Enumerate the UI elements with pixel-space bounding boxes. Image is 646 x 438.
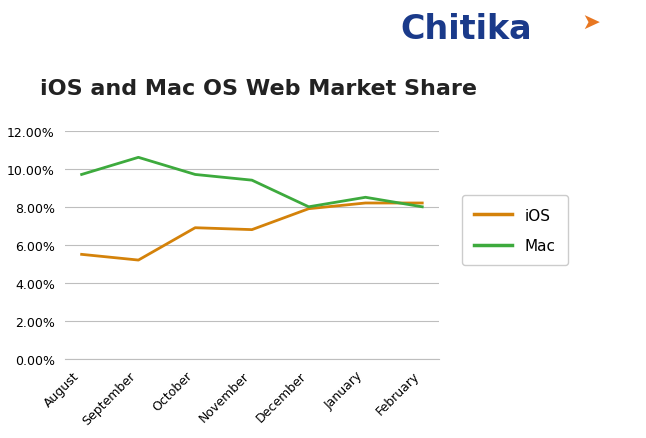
- iOS: [248, 227, 256, 233]
- Mac: [362, 195, 370, 201]
- Legend: iOS, Mac: iOS, Mac: [462, 196, 568, 265]
- iOS: [362, 201, 370, 206]
- iOS: [305, 207, 313, 212]
- Mac: [305, 205, 313, 210]
- iOS: [191, 226, 199, 231]
- Text: Chitika: Chitika: [401, 13, 532, 46]
- iOS: [78, 252, 85, 258]
- iOS: [419, 201, 426, 206]
- Line: Mac: Mac: [81, 158, 422, 207]
- Text: ➤: ➤: [568, 13, 601, 33]
- Mac: [78, 173, 85, 178]
- Mac: [248, 178, 256, 184]
- Mac: [419, 205, 426, 210]
- iOS: [134, 258, 142, 263]
- Line: iOS: iOS: [81, 204, 422, 261]
- Text: iOS and Mac OS Web Market Share: iOS and Mac OS Web Market Share: [40, 79, 477, 99]
- Mac: [191, 173, 199, 178]
- Mac: [134, 155, 142, 161]
